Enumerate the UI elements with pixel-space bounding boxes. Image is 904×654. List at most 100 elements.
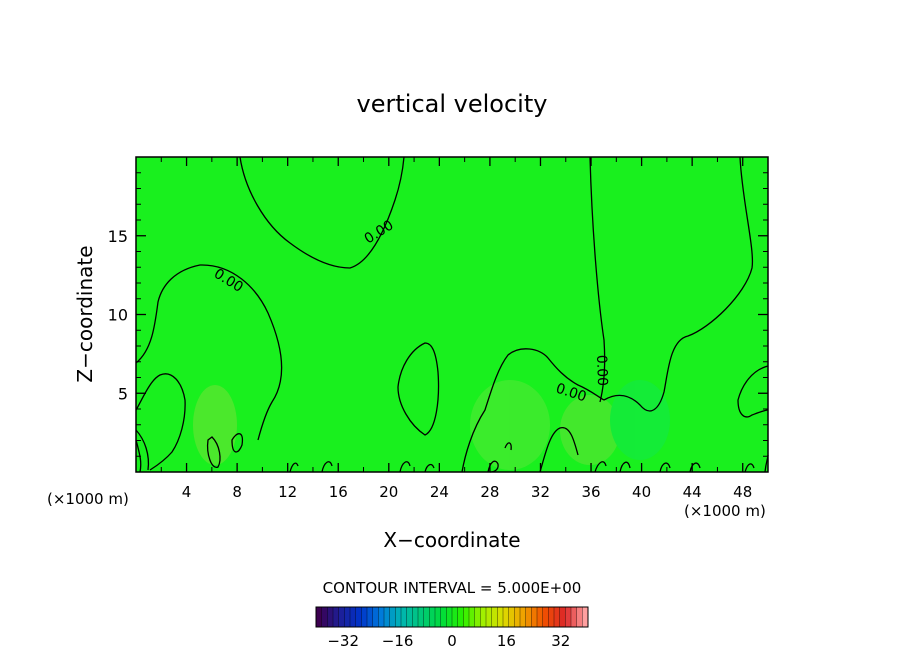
x-unit-left: (×1000 m): [47, 490, 129, 508]
colorbar-cell: [344, 607, 351, 627]
y-ticks: 5 10 15: [108, 172, 768, 457]
contour-zero: [239, 156, 405, 269]
contour-zero: [135, 264, 283, 441]
contour-zero: [689, 462, 701, 473]
colorbar-cell: [378, 607, 385, 627]
colorbar-cell: [554, 607, 560, 627]
contour-interval-label: CONTOUR INTERVAL = 5.000E+00: [323, 579, 582, 597]
contour-zero: [135, 373, 186, 471]
colorbar-cells: [315, 607, 589, 627]
colorbar-cell: [412, 607, 419, 627]
contour-zero: [619, 461, 631, 473]
colorbar-cell: [355, 607, 362, 627]
colorbar-cell: [463, 607, 470, 627]
field-shading: [193, 380, 670, 470]
colorbar-cell: [514, 607, 521, 627]
contour-zero: [744, 463, 755, 473]
contour-zero: [504, 442, 512, 451]
colorbar-cell: [401, 607, 407, 627]
x-tick-label: 20: [379, 483, 398, 501]
colorbar-cell: [361, 607, 368, 627]
contour-zero: [603, 156, 754, 412]
colorbar-cell: [372, 607, 379, 627]
contour-zero: [206, 436, 221, 468]
warm-patch: [560, 395, 620, 465]
x-unit-right: (×1000 m): [684, 502, 766, 520]
contour-zero: [321, 461, 333, 473]
contour-zero: [135, 439, 142, 473]
contour-zero: [289, 462, 299, 473]
colorbar-cell: [452, 607, 458, 627]
colorbar-cell: [429, 607, 436, 627]
x-tick-label: 8: [232, 483, 242, 501]
colorbar-cell: [389, 607, 396, 627]
colorbar-cell: [548, 607, 555, 627]
colorbar-cell: [338, 607, 345, 627]
y-tick-label: 10: [108, 306, 128, 325]
colorbar-tick-label: 16: [497, 632, 516, 650]
x-tick-label: 28: [480, 483, 499, 501]
x-tick-label: 16: [329, 483, 348, 501]
colorbar-cell: [457, 607, 464, 627]
colorbar-tick-label: 32: [551, 632, 570, 650]
warm-patch: [470, 380, 550, 470]
x-tick-label: 4: [182, 483, 192, 501]
contour-zero: [594, 461, 607, 473]
colorbar: −32 −16 0 16 32: [315, 606, 589, 650]
colorbar-cell: [542, 607, 549, 627]
colorbar-cell: [520, 607, 526, 627]
colorbar-cell: [418, 607, 424, 627]
x-tick-label: 40: [632, 483, 651, 501]
contour-zero: [539, 427, 579, 473]
colorbar-cell: [395, 607, 402, 627]
contour-zero: [231, 433, 244, 453]
colorbar-cell: [531, 607, 538, 627]
colorbar-frame: [315, 606, 589, 628]
colorbar-cell: [367, 607, 373, 627]
contour-zero: [461, 348, 605, 473]
colorbar-cell: [474, 607, 481, 627]
colorbar-cell: [321, 607, 328, 627]
contour-zero: [589, 156, 606, 403]
colorbar-tick-label: −16: [382, 632, 414, 650]
contour-zero: [399, 461, 411, 473]
colorbar-cell: [316, 607, 322, 627]
y-tick-label: 15: [108, 227, 128, 246]
colorbar-cell: [503, 607, 509, 627]
plot-area: 0.00 0.00 0.00 0.00 4 8 12 16 20 24 28 32 36 40 44…: [108, 156, 769, 501]
colorbar-cell: [435, 607, 441, 627]
colorbar-cell: [497, 607, 504, 627]
colorbar-cell: [582, 607, 589, 627]
x-axis-label: X−coordinate: [383, 528, 520, 552]
colorbar-ticks: −32 −16 0 16 32: [327, 632, 570, 650]
chart-title: vertical velocity: [357, 90, 548, 118]
colorbar-cell: [537, 607, 543, 627]
x-tick-label: 36: [581, 483, 600, 501]
colorbar-cell: [486, 607, 492, 627]
colorbar-cell: [525, 607, 532, 627]
y-axis-label: Z−coordinate: [73, 245, 97, 382]
colorbar-cell: [440, 607, 447, 627]
contour-zero: [397, 342, 440, 436]
contour-zero: [135, 429, 150, 471]
colorbar-tick-label: 0: [447, 632, 457, 650]
colorbar-cell: [333, 607, 339, 627]
colorbar-cell: [384, 607, 390, 627]
contour-zero: [659, 462, 671, 473]
x-tick-label: 12: [278, 483, 297, 501]
contour-zero: [737, 365, 769, 418]
x-tick-label: 48: [733, 483, 752, 501]
colorbar-cell: [491, 607, 498, 627]
colorbar-cell: [423, 607, 430, 627]
colorbar-cell: [469, 607, 475, 627]
colorbar-cell: [480, 607, 487, 627]
warm-patch: [193, 385, 237, 465]
cool-patch: [610, 380, 670, 460]
colorbar-cell: [406, 607, 413, 627]
colorbar-cell: [350, 607, 356, 627]
colorbar-cell: [571, 607, 577, 627]
colorbar-cell: [559, 607, 566, 627]
x-tick-label: 32: [531, 483, 550, 501]
y-tick-label: 5: [118, 384, 128, 403]
